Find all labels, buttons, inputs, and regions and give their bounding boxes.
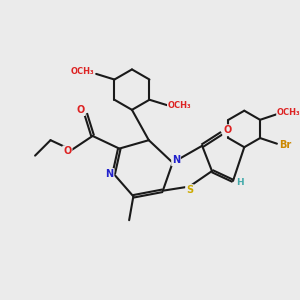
Text: Br: Br: [279, 140, 292, 150]
Text: O: O: [76, 105, 85, 115]
Text: O: O: [63, 146, 71, 156]
Text: O: O: [223, 125, 232, 135]
Text: S: S: [186, 185, 193, 195]
Text: O: O: [223, 125, 232, 135]
Text: OCH₃: OCH₃: [277, 108, 300, 117]
Text: N: N: [172, 155, 180, 165]
Text: O: O: [76, 105, 85, 115]
Text: N: N: [105, 169, 114, 179]
Text: OCH₃: OCH₃: [168, 101, 191, 110]
Text: OCH₃: OCH₃: [70, 67, 94, 76]
Text: H: H: [236, 178, 244, 187]
Text: O: O: [63, 146, 71, 156]
